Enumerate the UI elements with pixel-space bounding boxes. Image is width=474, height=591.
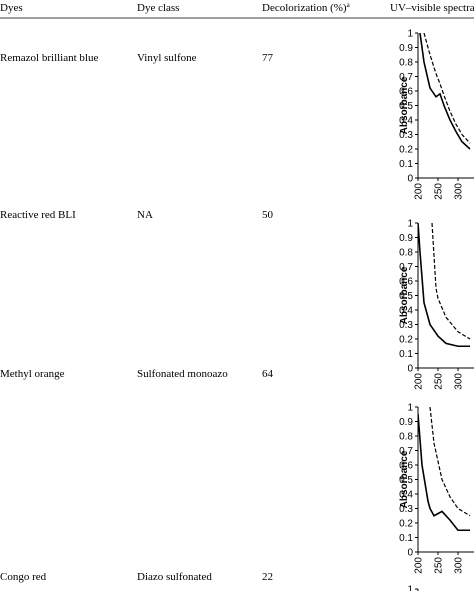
table-cell: Diazo sulfonated <box>137 571 212 583</box>
y-tick-label: 0.6 <box>399 87 413 98</box>
y-tick-label: 0.1 <box>399 533 413 544</box>
x-tick-label: 300 <box>454 373 465 390</box>
y-tick-label: 0.9 <box>399 43 413 54</box>
y-tick-label: 0.1 <box>399 159 413 170</box>
table-cell: Remazol brilliant blue <box>0 52 98 64</box>
y-tick-label: 0.6 <box>399 277 413 288</box>
y-tick-label: 0.1 <box>399 349 413 360</box>
spectrum-line <box>429 407 471 517</box>
y-tick-label: 0 <box>407 364 413 375</box>
footnote-mark: a <box>347 1 351 9</box>
y-tick-label: 0 <box>407 174 413 185</box>
y-tick-label: 0.7 <box>399 446 413 457</box>
header-cell: Dye class <box>137 2 179 14</box>
header-cell: UV–visible spectra <box>390 2 474 14</box>
table-cell: Vinyl sulfone <box>137 52 197 64</box>
table-cell: Sulfonated monoazo <box>137 368 228 380</box>
y-tick-label: 0.2 <box>399 145 413 156</box>
y-tick-label: 0.3 <box>399 130 413 141</box>
y-tick-label: 0.5 <box>399 101 413 112</box>
table-cell: NA <box>137 209 153 221</box>
y-tick-label: 0.3 <box>399 320 413 331</box>
y-tick-label: 0.8 <box>399 248 413 259</box>
table-cell: 77 <box>262 52 274 64</box>
spectrum-line <box>419 33 471 150</box>
y-tick-label: 0.6 <box>399 461 413 472</box>
y-tick-label: 1 <box>407 585 413 591</box>
y-tick-label: 1 <box>407 29 413 40</box>
spectrum-line <box>418 223 470 348</box>
y-tick-label: 0.7 <box>399 72 413 83</box>
header-cell: Dyes <box>0 2 23 14</box>
y-axis-label: Absorbance <box>399 266 410 324</box>
y-tick-label: 1 <box>407 219 413 230</box>
y-tick-label: 0.8 <box>399 58 413 69</box>
spectrum-line <box>431 223 471 340</box>
y-tick-label: 0.9 <box>399 233 413 244</box>
spectrum-line <box>423 33 471 144</box>
header-text: Decolorization (%) <box>262 2 347 14</box>
table-cell: Congo red <box>0 571 47 583</box>
y-tick-label: 0.5 <box>399 291 413 302</box>
table-cell: 64 <box>262 368 274 380</box>
x-tick-label: 200 <box>414 183 425 200</box>
x-tick-label: 200 <box>414 557 425 574</box>
y-tick-label: 0.2 <box>399 519 413 530</box>
y-tick-label: 0.7 <box>399 262 413 273</box>
table-cell: Reactive red BLI <box>0 209 76 221</box>
x-tick-label: 250 <box>434 373 445 390</box>
y-tick-label: 0.8 <box>399 432 413 443</box>
y-tick-label: 0.5 <box>399 475 413 486</box>
x-tick-label: 300 <box>454 557 465 574</box>
y-tick-label: 1 <box>407 403 413 414</box>
y-tick-label: 0.4 <box>399 490 413 501</box>
x-tick-label: 250 <box>434 183 445 200</box>
y-tick-label: 0.2 <box>399 335 413 346</box>
table-cell: 50 <box>262 209 274 221</box>
y-axis-label: Absorbance <box>399 76 410 134</box>
y-tick-label: 0.3 <box>399 504 413 515</box>
spectrum-line <box>418 414 470 532</box>
header-cell: Decolorization (%)a <box>262 1 351 14</box>
y-tick-label: 0.4 <box>399 116 413 127</box>
table-cell: 22 <box>262 571 273 583</box>
table-cell: Methyl orange <box>0 368 65 380</box>
y-tick-label: 0.4 <box>399 306 413 317</box>
y-tick-label: 0 <box>407 548 413 559</box>
y-axis-label: Absorbance <box>399 450 410 508</box>
y-tick-label: 0.9 <box>399 417 413 428</box>
x-tick-label: 300 <box>454 183 465 200</box>
x-tick-label: 250 <box>434 557 445 574</box>
x-tick-label: 200 <box>414 373 425 390</box>
